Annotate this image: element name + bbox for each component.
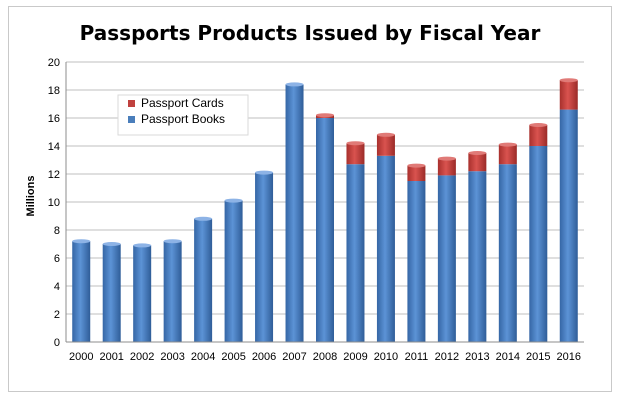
- bar-passport-cards: [376, 134, 395, 156]
- x-tick-label: 2015: [526, 351, 550, 363]
- y-tick-label: 0: [54, 337, 60, 349]
- bar-passport-books: [163, 241, 182, 342]
- bar-top-cap: [529, 123, 548, 127]
- x-tick-label: 2012: [435, 351, 459, 363]
- bar-passport-books: [529, 146, 548, 342]
- bar-top-cap: [102, 242, 121, 246]
- bar-passport-books: [468, 171, 487, 342]
- bar-top-cap: [559, 78, 578, 83]
- y-axis-label: Millions: [25, 176, 37, 217]
- y-tick-label: 6: [54, 253, 60, 265]
- bar-passport-cards: [498, 144, 517, 165]
- bar-passport-books: [498, 164, 517, 342]
- bar-passport-cards: [437, 158, 456, 176]
- bar-top-cap: [224, 198, 243, 203]
- y-tick-label: 20: [48, 57, 60, 69]
- bar-top-cap: [437, 156, 456, 161]
- bar-passport-books: [316, 118, 334, 342]
- bar-top-cap: [163, 239, 182, 244]
- bar-passport-books: [224, 200, 243, 342]
- y-tick-label: 10: [48, 197, 60, 209]
- bar-passport-books: [255, 172, 274, 342]
- bar-top-cap: [72, 239, 91, 244]
- bar-passport-cards: [529, 125, 548, 146]
- y-tick-label: 16: [48, 113, 60, 125]
- x-tick-label: 2000: [69, 351, 93, 363]
- bar-top-cap: [194, 216, 213, 221]
- x-tick-label: 2004: [191, 351, 215, 363]
- bar-passport-books: [437, 175, 456, 342]
- bar-top-cap: [346, 141, 365, 146]
- y-tick-label: 2: [54, 309, 60, 321]
- y-tick-label: 8: [54, 225, 60, 237]
- x-tick-label: 2007: [282, 351, 306, 363]
- x-tick-label: 2011: [405, 351, 429, 363]
- y-tick-label: 12: [48, 169, 60, 181]
- legend-label: Passport Books: [141, 112, 225, 126]
- y-tick-label: 14: [48, 141, 60, 153]
- x-tick-label: 2002: [130, 351, 154, 363]
- bar-passport-books: [376, 155, 395, 342]
- bar-top-cap: [468, 151, 487, 155]
- legend-box: [117, 94, 249, 136]
- legend-swatch: [128, 100, 135, 107]
- x-tick-label: 2008: [313, 351, 337, 363]
- legend-label: Passport Cards: [141, 96, 224, 110]
- x-tick-label: 2001: [99, 351, 123, 363]
- x-tick-label: 2006: [252, 351, 276, 363]
- bars: [72, 78, 578, 343]
- chart-title: Passports Products Issued by Fiscal Year: [80, 21, 541, 45]
- bar-top-cap: [255, 170, 274, 175]
- bar-passport-cards: [346, 143, 365, 165]
- x-tick-label: 2016: [557, 351, 581, 363]
- legend: Passport Cards Passport Books: [117, 94, 249, 136]
- bar-passport-cards: [468, 153, 487, 172]
- x-tick-label: 2013: [465, 351, 489, 363]
- x-tick-label: 2005: [221, 351, 245, 363]
- y-tick-label: 4: [54, 281, 60, 293]
- bar-passport-books: [559, 109, 578, 342]
- bar-passport-books: [72, 241, 91, 342]
- bar-top-cap: [316, 113, 334, 118]
- bar-passport-books: [133, 245, 152, 342]
- y-tick-label: 18: [48, 85, 60, 97]
- x-tick-label: 2003: [160, 351, 184, 363]
- bar-top-cap: [133, 243, 152, 248]
- bar-passport-books: [407, 181, 426, 342]
- bar-top-cap: [376, 132, 395, 137]
- bar-passport-books: [194, 218, 213, 342]
- legend-swatch: [128, 116, 135, 123]
- x-tick-label: 2010: [374, 351, 398, 363]
- bar-passport-cards: [407, 165, 426, 181]
- x-tick-label: 2009: [343, 351, 367, 363]
- bar-top-cap: [498, 142, 517, 147]
- bar-top-cap: [285, 82, 304, 87]
- bar-passport-books: [346, 164, 365, 342]
- axes: 0 2 4 6 8 10 12 14 16 18 20 2000 2001 2002 2003 2004 200…: [48, 57, 584, 363]
- bar-passport-books: [285, 84, 304, 343]
- bar-passport-cards: [559, 80, 578, 110]
- bar-top-cap: [407, 163, 426, 168]
- bar-passport-books: [102, 244, 121, 342]
- x-tick-label: 2014: [496, 351, 520, 363]
